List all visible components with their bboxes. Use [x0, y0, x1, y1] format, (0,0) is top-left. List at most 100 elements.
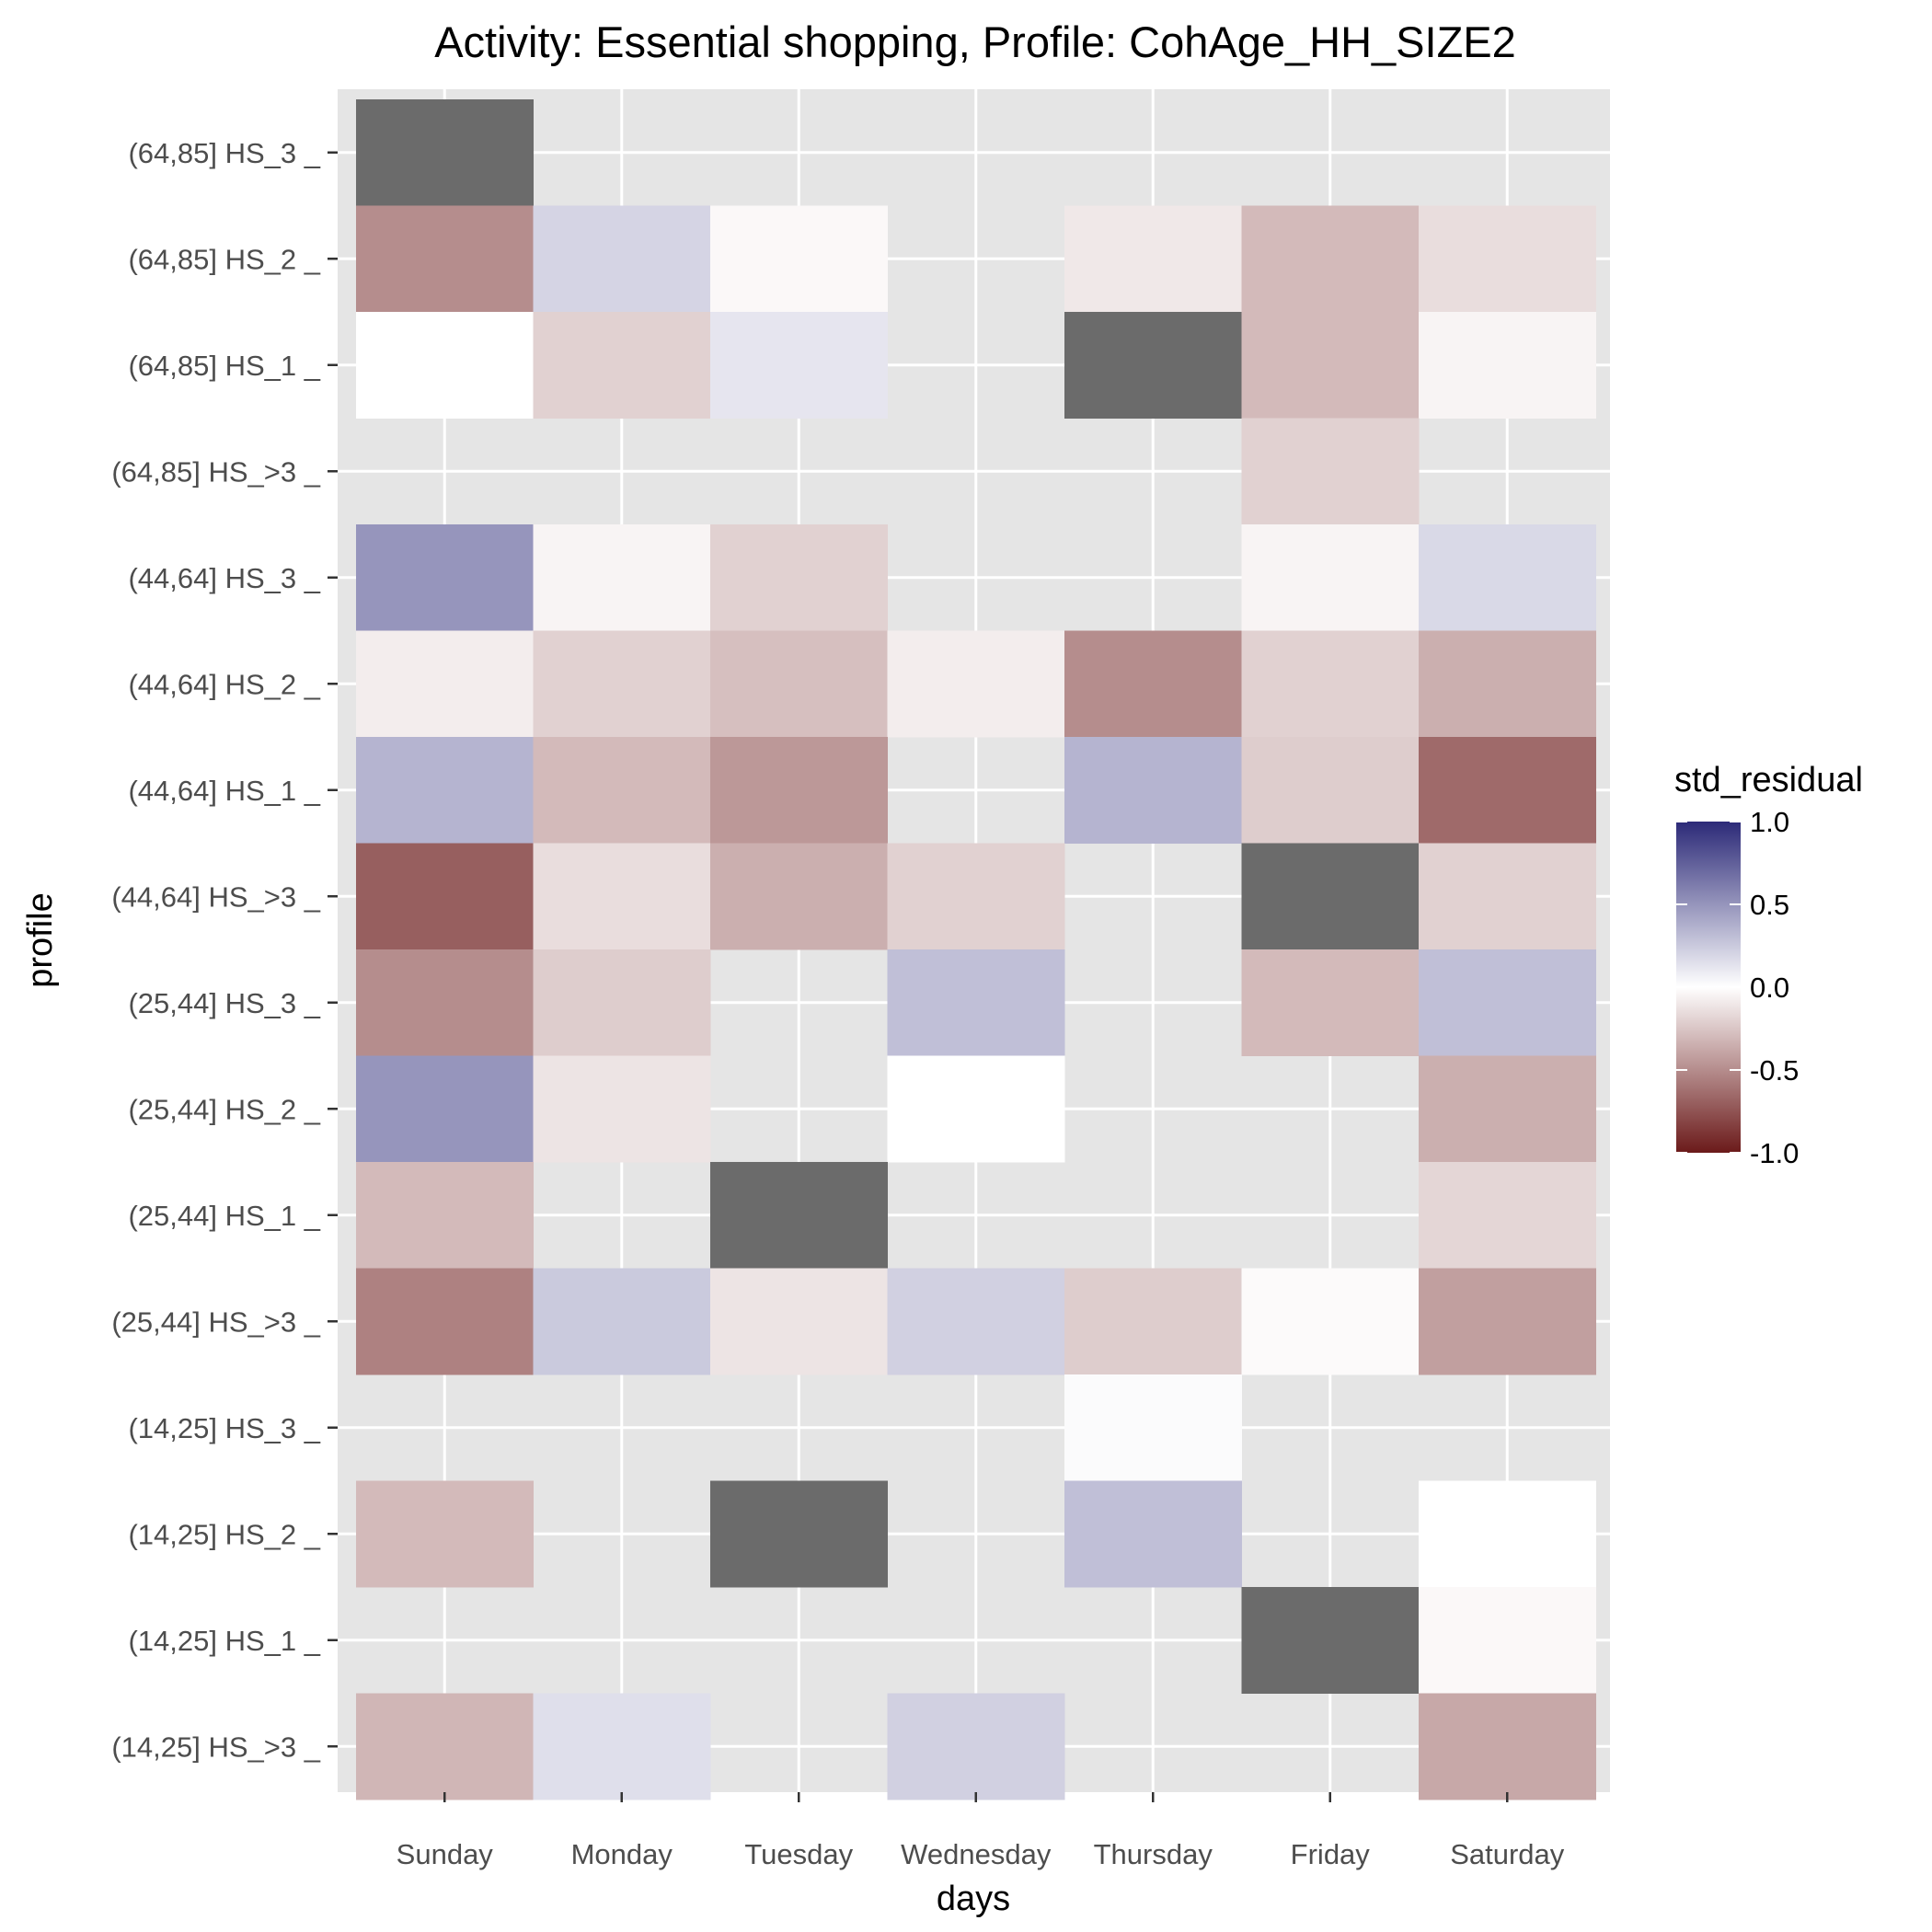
- heatmap-cell: [533, 1693, 711, 1800]
- y-tick-label: (14,25] HS_2 _: [128, 1518, 320, 1550]
- y-tick-label: (64,85] HS_2 _: [128, 243, 320, 275]
- heatmap-cell: [356, 1268, 534, 1375]
- y-tick-label: (25,44] HS_3 _: [128, 987, 320, 1019]
- heatmap-cell: [356, 737, 534, 844]
- heatmap-cell: [1419, 843, 1596, 950]
- heatmap-cells: [356, 99, 1596, 1800]
- heatmap-cell: [533, 949, 711, 1056]
- heatmap-cell: [887, 1268, 1065, 1375]
- y-tick-label: (64,85] HS_3 _: [128, 137, 320, 169]
- heatmap-cell: [356, 1693, 534, 1800]
- x-tick-label: Saturday: [1450, 1838, 1565, 1870]
- heatmap-cell: [356, 630, 534, 738]
- heatmap-cell: [710, 630, 888, 738]
- heatmap-cell: [1419, 737, 1596, 844]
- heatmap-cell: [887, 630, 1065, 738]
- heatmap-cell: [1419, 1480, 1596, 1588]
- heatmap-cell: [1241, 949, 1420, 1056]
- heatmap-cell: [356, 1055, 534, 1163]
- heatmap-cell: [1064, 205, 1242, 313]
- x-tick-label: Monday: [571, 1838, 673, 1870]
- heatmap-cell: [356, 1162, 534, 1269]
- x-tick-label: Thursday: [1094, 1838, 1213, 1870]
- legend-tick-label: 0.0: [1750, 972, 1789, 1004]
- heatmap-cell: [1419, 312, 1596, 419]
- legend-tick-label: 1.0: [1750, 806, 1789, 838]
- legend-tick-label: -1.0: [1750, 1137, 1799, 1169]
- heatmap-cell: [533, 843, 711, 950]
- y-axis-title: profile: [21, 892, 60, 988]
- heatmap-cell: [1241, 205, 1420, 313]
- x-tick-label: Tuesday: [744, 1838, 853, 1870]
- heatmap-cell: [1419, 630, 1596, 738]
- heatmap-cell: [887, 949, 1065, 1056]
- legend-tick-label: 0.5: [1750, 889, 1789, 921]
- heatmap-cell: [533, 1055, 711, 1163]
- heatmap-cell: [1064, 630, 1242, 738]
- heatmap-cell: [356, 949, 534, 1056]
- heatmap-cell: [1064, 1374, 1242, 1481]
- y-tick-label: (44,64] HS_>3 _: [111, 880, 320, 913]
- heatmap-cell: [1064, 737, 1242, 844]
- legend-tick-label: -0.5: [1750, 1054, 1799, 1087]
- y-tick-label: (25,44] HS_1 _: [128, 1200, 320, 1232]
- heatmap-cell: [1241, 843, 1420, 950]
- y-tick-label: (14,25] HS_>3 _: [111, 1731, 320, 1763]
- heatmap-cell: [356, 205, 534, 313]
- x-tick-label: Wednesday: [901, 1838, 1052, 1870]
- x-tick-label: Friday: [1291, 1838, 1371, 1870]
- heatmap-cell: [356, 312, 534, 419]
- y-tick-label: (44,64] HS_3 _: [128, 562, 320, 594]
- y-tick-label: (44,64] HS_1 _: [128, 775, 320, 807]
- y-tick-label: (64,85] HS_1 _: [128, 350, 320, 382]
- heatmap-cell: [887, 1693, 1065, 1800]
- heatmap-cell: [1241, 1268, 1420, 1375]
- heatmap-cell: [356, 524, 534, 631]
- heatmap-cell: [710, 1268, 888, 1375]
- y-tick-label: (64,85] HS_>3 _: [111, 455, 320, 488]
- heatmap-cell: [710, 843, 888, 950]
- x-tick-label: Sunday: [397, 1838, 494, 1870]
- heatmap-cell: [1241, 737, 1420, 844]
- heatmap-cell: [1064, 312, 1242, 419]
- heatmap-cell: [1419, 1268, 1596, 1375]
- heatmap-cell: [533, 312, 711, 419]
- legend-ticks: 1.0 0.5 0.0 -0.5 -1.0: [1676, 806, 1799, 1169]
- heatmap-cell: [710, 1480, 888, 1588]
- heatmap-cell: [1419, 949, 1596, 1056]
- heatmap-cell: [533, 205, 711, 313]
- x-axis: Sunday Monday Tuesday Wednesday Thursday Frid…: [397, 1792, 1565, 1870]
- heatmap-cell: [533, 1268, 711, 1375]
- y-axis: (64,85] HS_3 _ (64,85] HS_2 _ (64,85] HS_1…: [111, 137, 338, 1763]
- y-tick-label: (25,44] HS_>3 _: [111, 1305, 320, 1338]
- legend-title: std_residual: [1674, 761, 1863, 799]
- heatmap-cell: [710, 205, 888, 313]
- heatmap-cell: [533, 630, 711, 738]
- heatmap-cell: [1241, 524, 1420, 631]
- heatmap-cell: [1419, 1587, 1596, 1694]
- heatmap-cell: [887, 843, 1065, 950]
- y-tick-label: (44,64] HS_2 _: [128, 668, 320, 700]
- heatmap-cell: [710, 1162, 888, 1269]
- heatmap-cell: [533, 737, 711, 844]
- heatmap-cell: [1419, 1055, 1596, 1163]
- heatmap-cell: [1241, 418, 1420, 525]
- heatmap-cell: [1064, 1268, 1242, 1375]
- y-tick-label: (14,25] HS_3 _: [128, 1412, 320, 1444]
- heatmap-cell: [1241, 312, 1420, 419]
- heatmap-cell: [533, 524, 711, 631]
- heatmap-cell: [356, 99, 534, 206]
- heatmap-cell: [356, 1480, 534, 1588]
- heatmap-cell: [1419, 205, 1596, 313]
- y-tick-label: (14,25] HS_1 _: [128, 1625, 320, 1657]
- heatmap-cell: [356, 843, 534, 950]
- heatmap-cell: [1419, 1693, 1596, 1800]
- heatmap-cell: [1419, 524, 1596, 631]
- heatmap-cell: [1241, 630, 1420, 738]
- heatmap-cell: [1241, 1587, 1420, 1694]
- heatmap-cell: [1419, 1162, 1596, 1269]
- legend: std_residual 1.0 0.5 0.0 -0.5 -1.0: [1674, 761, 1863, 1169]
- heatmap-cell: [710, 312, 888, 419]
- y-tick-label: (25,44] HS_2 _: [128, 1093, 320, 1125]
